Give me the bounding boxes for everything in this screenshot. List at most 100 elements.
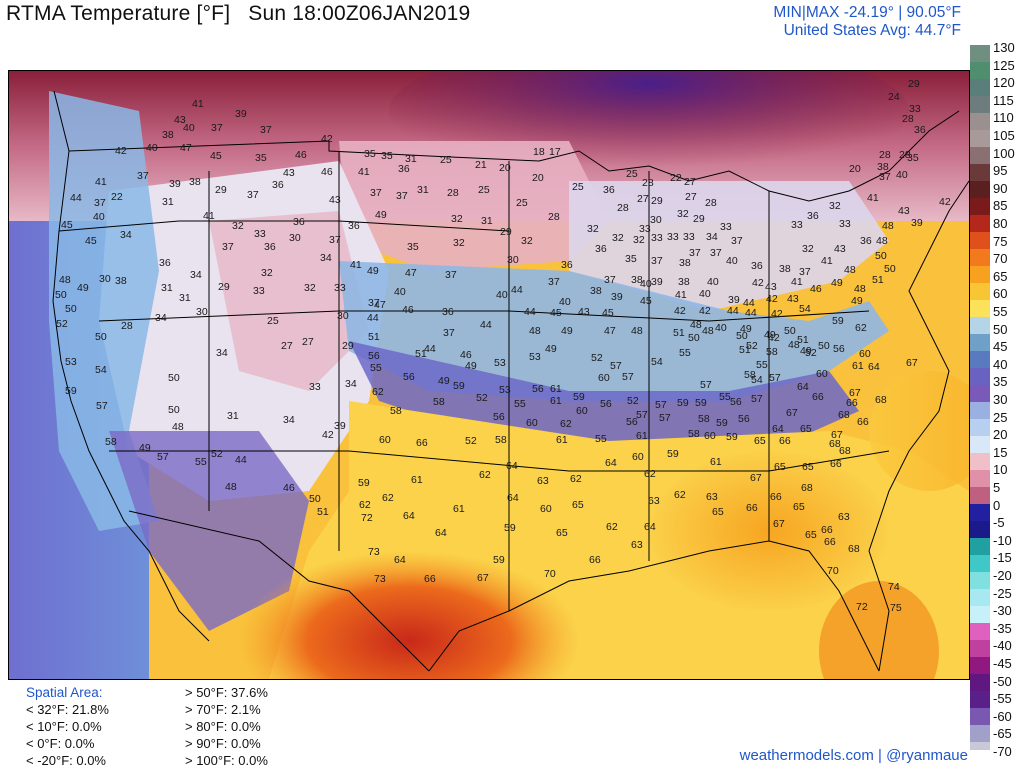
temperature-value-label: 48 [529, 325, 541, 337]
temperature-value-label: 33 [639, 223, 651, 235]
temperature-value-label: 25 [572, 181, 584, 193]
temperature-value-label: 38 [590, 285, 602, 297]
temperature-value-label: 32 [633, 234, 645, 246]
colorbar-cell [970, 266, 990, 283]
temperature-value-label: 48 [172, 421, 184, 433]
temperature-value-label: 40 [715, 322, 727, 334]
temperature-value-label: 58 [390, 405, 402, 417]
temperature-value-label: 66 [416, 437, 428, 449]
temperature-value-label: 43 [283, 167, 295, 179]
colorbar-tick-label: 125 [993, 57, 1015, 73]
temperature-value-label: 53 [529, 351, 541, 363]
temperature-value-label: 37 [211, 122, 223, 134]
temperature-value-label: 55 [756, 359, 768, 371]
temperature-value-label: 30 [337, 310, 349, 322]
temperature-value-label: 62 [644, 468, 656, 480]
temperature-value-label: 33 [909, 103, 921, 115]
colorbar-cell [970, 385, 990, 402]
temperature-value-label: 62 [674, 489, 686, 501]
temperature-value-label: 31 [179, 292, 191, 304]
temperature-value-label: 57 [622, 371, 634, 383]
temperature-value-label: 36 [595, 243, 607, 255]
colorbar-cell [970, 657, 990, 674]
colorbar-tick-label: 90 [993, 180, 1008, 196]
colorbar-cell [970, 300, 990, 317]
temperature-value-label: 52 [627, 395, 639, 407]
temperature-value-label: 49 [465, 360, 477, 372]
temperature-value-label: 57 [610, 360, 622, 372]
mexico-hot [239, 551, 579, 679]
temperature-value-label: 34 [345, 378, 357, 390]
temperature-value-label: 56 [833, 343, 845, 355]
temperature-value-label: 29 [342, 340, 354, 352]
temperature-value-label: 68 [838, 409, 850, 421]
map-stats: MIN|MAX -24.19° | 90.05°F United States … [773, 4, 961, 40]
colorbar-cell [970, 181, 990, 198]
temperature-value-label: 66 [824, 536, 836, 548]
temperature-value-label: 44 [480, 319, 492, 331]
temperature-value-label: 42 [768, 332, 780, 344]
temperature-value-label: 32 [612, 232, 624, 244]
temperature-value-label: 67 [906, 357, 918, 369]
temperature-value-label: 36 [751, 260, 763, 272]
temperature-value-label: 35 [625, 253, 637, 265]
temperature-value-label: 28 [121, 320, 133, 332]
temperature-value-label: 40 [496, 289, 508, 301]
temperature-value-label: 41 [192, 98, 204, 110]
temperature-value-label: 56 [600, 398, 612, 410]
temperature-value-label: 65 [712, 506, 724, 518]
temperature-value-label: 51 [673, 327, 685, 339]
temperature-value-label: 35 [364, 148, 376, 160]
temperature-value-label: 42 [322, 429, 334, 441]
colorbar-tick-label: 80 [993, 216, 1008, 231]
northern-state-line [58, 220, 510, 232]
colorbar-tick-label: -55 [993, 691, 1012, 707]
colorbar-tick-label: -10 [993, 532, 1012, 548]
temperature-value-label: 32 [829, 200, 841, 212]
temperature-value-label: 49 [77, 282, 89, 294]
temperature-value-label: 52 [591, 352, 603, 364]
colorbar-cell [970, 470, 990, 487]
temperature-value-label: 38 [779, 263, 791, 275]
temperature-value-label: 33 [254, 228, 266, 240]
temperature-value-label: 68 [848, 543, 860, 555]
temperature-value-label: 31 [405, 153, 417, 165]
temperature-value-label: 63 [648, 495, 660, 507]
temperature-value-label: 49 [740, 323, 752, 335]
colorbar-cell [970, 521, 990, 538]
temperature-value-label: 49 [561, 325, 573, 337]
colorbar-tick-label: 30 [993, 392, 1008, 407]
temperature-value-label: 27 [685, 191, 697, 203]
temperature-value-label: 60 [859, 348, 871, 360]
temperature-value-label: 50 [736, 330, 748, 342]
temperature-value-label: 50 [884, 263, 896, 275]
temperature-value-label: 43 [787, 293, 799, 305]
temperature-value-label: 58 [433, 396, 445, 408]
valid-time: Sun 18:00Z06JAN2019 [248, 2, 471, 25]
temperature-value-label: 33 [839, 218, 851, 230]
colorbar-cell [970, 164, 990, 181]
temperature-value-label: 37 [368, 297, 380, 309]
temperature-value-label: 18 [533, 146, 545, 158]
temperature-value-label: 52 [746, 340, 758, 352]
temperature-value-label: 31 [162, 196, 174, 208]
temperature-value-label: 48 [631, 325, 643, 337]
temperature-value-label: 27 [684, 176, 696, 188]
temperature-value-label: 30 [289, 232, 301, 244]
temperature-value-label: 62 [382, 492, 394, 504]
temperature-value-label: 39 [611, 291, 623, 303]
temperature-value-label: 47 [405, 267, 417, 279]
temperature-value-label: 56 [532, 383, 544, 395]
temperature-value-label: 62 [606, 521, 618, 533]
temperature-value-label: 44 [424, 343, 436, 355]
temperature-value-label: 59 [695, 397, 707, 409]
temperature-value-label: 36 [264, 241, 276, 253]
west-coast-blue [49, 91, 159, 531]
temperature-value-label: 54 [799, 303, 811, 315]
temperature-value-label: 65 [802, 461, 814, 473]
temperature-value-label: 59 [65, 385, 77, 397]
temperature-value-label: 57 [700, 379, 712, 391]
temperature-value-label: 66 [746, 502, 758, 514]
temperature-value-label: 65 [556, 527, 568, 539]
temperature-value-label: 44 [743, 297, 755, 309]
